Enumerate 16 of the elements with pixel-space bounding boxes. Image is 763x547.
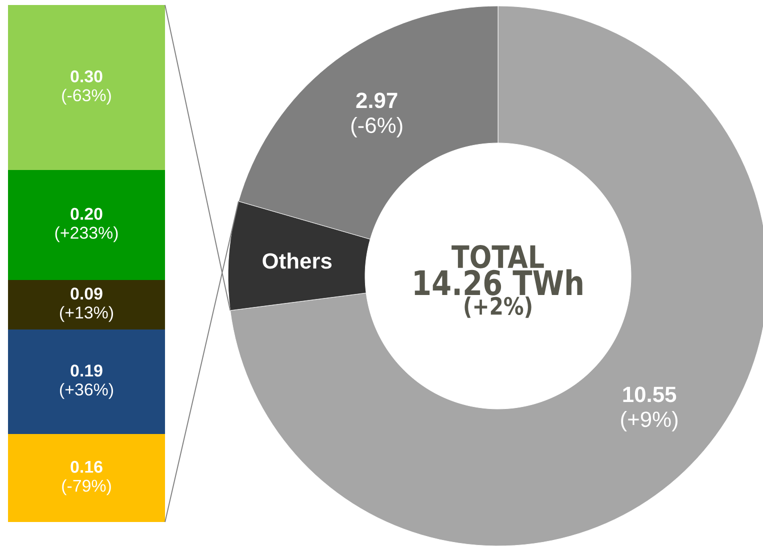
text: (+2%) bbox=[464, 296, 532, 318]
data-label: 0.09 (+13%) bbox=[60, 288, 113, 322]
data-label: 0.16 (-79%) bbox=[62, 460, 111, 496]
bar bbox=[8, 434, 166, 522]
bar bbox=[8, 280, 166, 330]
text: TOTAL bbox=[452, 244, 544, 268]
bar bbox=[8, 329, 166, 434]
bar bbox=[8, 4, 166, 170]
slice-label: Others bbox=[262, 252, 332, 269]
text: 14.26 TWh bbox=[414, 269, 582, 296]
bar bbox=[8, 170, 166, 280]
data-label: 10.55 (+9%) bbox=[621, 386, 678, 432]
data-label: 0.20 (+233%) bbox=[55, 208, 118, 242]
data-label: 0.30 (-63%) bbox=[62, 70, 111, 105]
data-label: 2.97 (-6%) bbox=[351, 92, 402, 138]
data-label: 0.19 (+36%) bbox=[60, 364, 113, 399]
